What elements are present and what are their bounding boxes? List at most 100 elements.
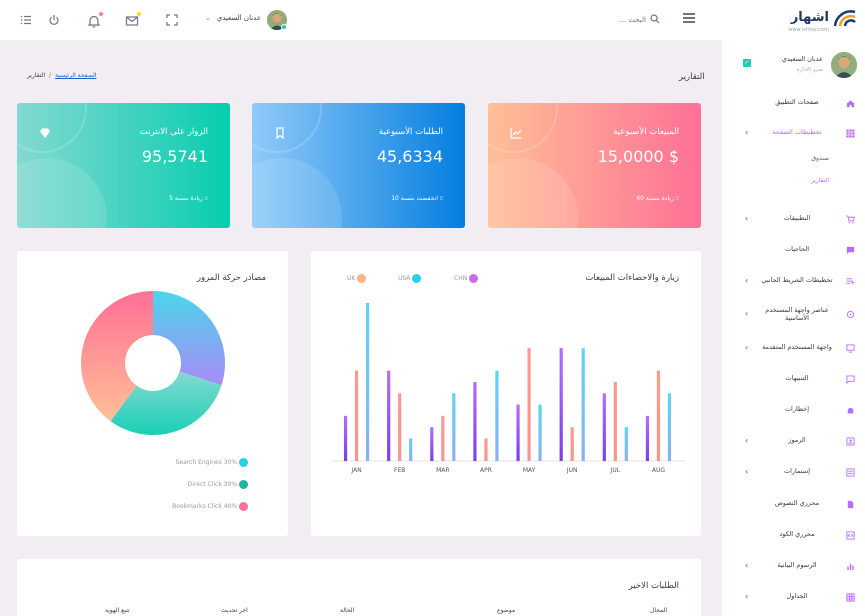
- chat-icon: [846, 246, 855, 255]
- chevron-icon: ‹: [745, 436, 749, 445]
- legend-item-chn: CHN: [454, 274, 479, 283]
- sidebar-item-alerts[interactable]: التنبيهات: [722, 372, 865, 390]
- bar-uk-aug: [667, 393, 672, 461]
- chevron-icon: ‹: [745, 343, 749, 352]
- breadcrumb-home-link[interactable]: الصفحة الرئيسية: [55, 72, 97, 79]
- legend-swatch: [239, 458, 248, 467]
- sidebar-item-code-editors[interactable]: محرري الكود: [722, 528, 865, 546]
- sidebar-item-label: الحاجيات: [784, 245, 810, 253]
- breadcrumb: الصفحة الرئيسية/التقارير: [27, 72, 96, 79]
- bar-chart: [331, 303, 686, 462]
- sidebar-item-sidebar-layouts[interactable]: تخطيطات الشريط الجانبي ‹: [722, 274, 865, 292]
- sidebar-item-page-layouts[interactable]: تخطيطات الصفحة ‹: [722, 126, 865, 144]
- sidebar-item-advanced-ui[interactable]: واجهة المستخدم المتقدمة ‹: [722, 341, 865, 359]
- sidebar-item-icons[interactable]: الرموز ‹: [722, 434, 865, 452]
- search-input[interactable]: [606, 13, 646, 26]
- avatar: [831, 52, 857, 78]
- playlist-icon: [846, 278, 855, 284]
- top-navbar: اشهار www.ishhar.com عدنان السعيدي ⌄: [0, 0, 865, 40]
- bar-uk-mar: [452, 393, 456, 461]
- weekly-sales-card: المبيعات الأسبوعية 15,0000 $ زيادة بنسبة…: [488, 103, 701, 228]
- chevron-icon: ‹: [745, 561, 749, 570]
- sidebar-profile[interactable]: عدنان السعيدي مدير الادارة ✓: [727, 52, 857, 78]
- bar-chn-jun: [559, 348, 563, 461]
- bar-uk-may: [538, 404, 542, 461]
- mail-button[interactable]: [125, 12, 141, 27]
- bar-uk-apr: [495, 370, 499, 461]
- online-status-dot: [281, 24, 287, 30]
- pie-slice-0: [153, 291, 225, 386]
- monitor-icon: [846, 344, 855, 353]
- sidebar-item-label: محرري الكود: [779, 530, 815, 538]
- page-title: التقارير: [679, 72, 705, 82]
- sidebar-item-app-pages[interactable]: صفحات التطبيق: [722, 96, 865, 114]
- message-icon: [846, 375, 855, 384]
- weekly-orders-card: الطلبات الأسبوعية 45,6334 انخفضت بنسبة 1…: [252, 103, 465, 228]
- sidebar-item-widgets[interactable]: الحاجيات: [722, 243, 865, 261]
- sidebar-item-basic-ui[interactable]: عناصر واجهة المستخدم الأساسية ‹: [722, 304, 865, 328]
- mail-icon: [125, 16, 139, 26]
- breadcrumb-current: التقارير: [27, 72, 46, 79]
- cart-icon: [846, 215, 855, 224]
- crosshair-icon: [846, 310, 855, 319]
- nav-profile[interactable]: عدنان السعيدي ⌄: [205, 10, 287, 30]
- menu-icon[interactable]: [683, 13, 695, 23]
- brand-logo-icon: [833, 10, 856, 27]
- bar-usa-feb: [398, 393, 402, 461]
- pie-slice-1: [110, 371, 222, 435]
- sidebar-item-text-editors[interactable]: محرري النصوص: [722, 497, 865, 515]
- card-title: المبيعات الأسبوعية: [613, 127, 679, 137]
- sidebar-item-charts[interactable]: الرسوم البيانية ‹: [722, 559, 865, 577]
- sidebar-subitem-reports[interactable]: التقارير: [810, 177, 829, 184]
- breadcrumb-separator: /: [49, 72, 52, 79]
- chevron-icon: ‹: [745, 276, 749, 285]
- chevron-icon: ‹: [745, 467, 749, 476]
- brand[interactable]: اشهار www.ishhar.com: [757, 6, 857, 38]
- sidebar-item-notifications[interactable]: إخطارات: [722, 403, 865, 421]
- legend-label: Search Engines 30%: [175, 459, 238, 466]
- legend-item-usa: USA: [398, 274, 422, 283]
- x-tick-label: AUG: [651, 467, 666, 474]
- bar-usa-jun: [570, 427, 574, 461]
- bar-uk-jan: [365, 303, 370, 461]
- document-icon: [847, 500, 854, 509]
- sidebar-item-label: تخطيطات الشريط الجانبي: [761, 276, 833, 284]
- sidebar-user-name: عدنان السعيدي: [781, 55, 823, 63]
- sidebar-item-label: إخطارات: [784, 405, 810, 413]
- legend-label: CHN: [454, 275, 468, 282]
- search-box[interactable]: [604, 13, 660, 27]
- bell-ring-icon: [847, 407, 854, 414]
- sidebar-subitem-box[interactable]: صندوق: [811, 155, 829, 162]
- bar-uk-feb: [409, 438, 413, 461]
- card-value: 15,0000 $: [597, 147, 679, 166]
- brand-name: اشهار: [790, 10, 829, 25]
- chart-line-icon: [510, 128, 522, 139]
- chevron-icon: ‹: [745, 592, 749, 601]
- notifications-button[interactable]: [87, 12, 103, 28]
- power-icon[interactable]: [47, 13, 61, 27]
- mail-badge: [137, 12, 141, 16]
- sidebar-item-apps[interactable]: التطبيقات ‹: [722, 212, 865, 230]
- sidebar-item-forms[interactable]: إستمارات ‹: [722, 465, 865, 483]
- card-subtext: انخفضت بنسبة 10 ٪: [391, 195, 443, 202]
- sidebar-item-tables[interactable]: الجداول ‹: [722, 590, 865, 608]
- sidebar-item-label: صفحات التطبيق: [775, 98, 819, 106]
- legend-swatch: [469, 274, 479, 283]
- table-header: الحالة: [340, 607, 355, 614]
- legend-label: Direct Click 30%: [187, 481, 238, 488]
- card-value: 95,5741: [141, 147, 208, 166]
- pie-chart: [81, 291, 225, 435]
- x-tick-label: MAR: [436, 467, 450, 474]
- panel-title: مصادر حركة المرور: [196, 273, 266, 283]
- x-tick-label: JUN: [566, 467, 578, 474]
- fullscreen-icon[interactable]: [165, 13, 179, 27]
- bookmark-icon: [276, 127, 284, 139]
- sales-stats-panel: زيارة والاحصاءات المبيعات CHN USA UK JAN…: [311, 251, 701, 536]
- bar-chn-feb: [387, 370, 391, 461]
- list-icon[interactable]: [19, 13, 33, 27]
- sidebar-user-role: مدير الادارة: [796, 67, 823, 73]
- contacts-icon: [846, 437, 855, 446]
- x-tick-label: MAY: [522, 467, 536, 474]
- legend-swatch: [239, 502, 248, 511]
- x-tick-label: APR: [479, 467, 492, 474]
